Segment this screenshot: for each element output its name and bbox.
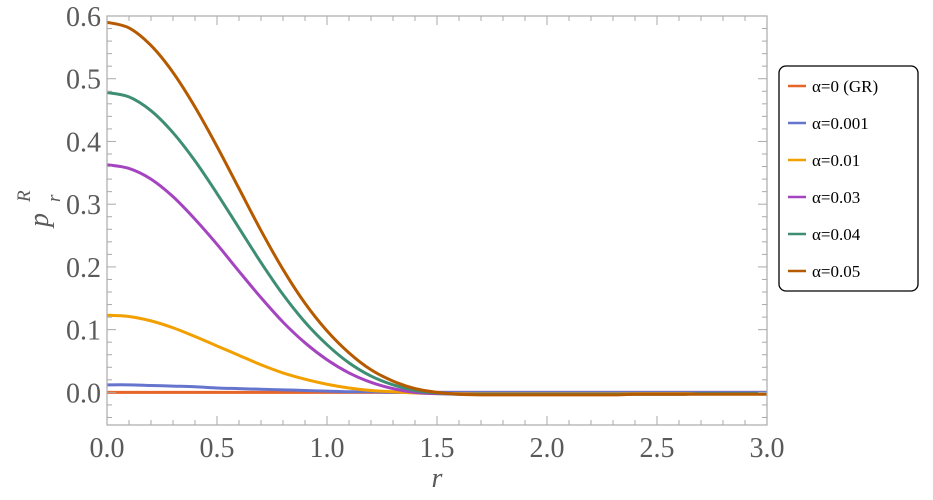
legend-label: α=0.03 [812,188,860,207]
x-tick-label: 3.0 [750,433,785,464]
y-tick-label: 0.6 [66,2,101,33]
y-tick-label: 0.3 [66,190,101,221]
legend-label: α=0.001 [812,114,869,133]
y-tick-label: 0.1 [66,316,101,347]
y-tick-label: 0.2 [66,253,101,284]
x-tick-label: 2.0 [530,433,565,464]
y-tick-label: 0.4 [66,127,101,158]
x-tick-label: 0.5 [200,433,235,464]
y-tick-label: 0.0 [66,378,101,409]
legend-label: α=0.04 [812,225,861,244]
legend-label: α=0.01 [812,151,860,170]
x-axis-label: r [432,463,443,494]
legend-label: α=0.05 [812,262,860,281]
series-line-2 [106,313,767,396]
legend: α=0 (GR) α=0.001 α=0.01 α=0.03 α=0.04 α=0.05 [778,65,919,292]
svg-text:r: r [44,194,65,202]
plot-curves [106,20,768,397]
series-line-4 [106,91,767,396]
legend-box [778,65,919,292]
y-axis-label: p r R [14,190,65,229]
y-tick-label: 0.5 [66,65,101,96]
x-tick-label: 1.5 [420,433,455,464]
legend-label: α=0 (GR) [812,77,878,96]
svg-text:R: R [14,190,35,203]
axis-ticks: 0.0 0.5 1.0 1.5 2.0 2.5 3.0 0.0 0.1 0.2 0.3 0.4 0.5 0… [66,2,785,464]
x-tick-label: 1.0 [310,433,345,464]
plot-frame [106,15,768,426]
series-line-3 [106,163,767,396]
series-line-5 [106,20,767,397]
svg-text:p: p [24,213,55,229]
x-tick-label: 2.5 [640,433,675,464]
x-tick-label: 0.0 [90,433,125,464]
